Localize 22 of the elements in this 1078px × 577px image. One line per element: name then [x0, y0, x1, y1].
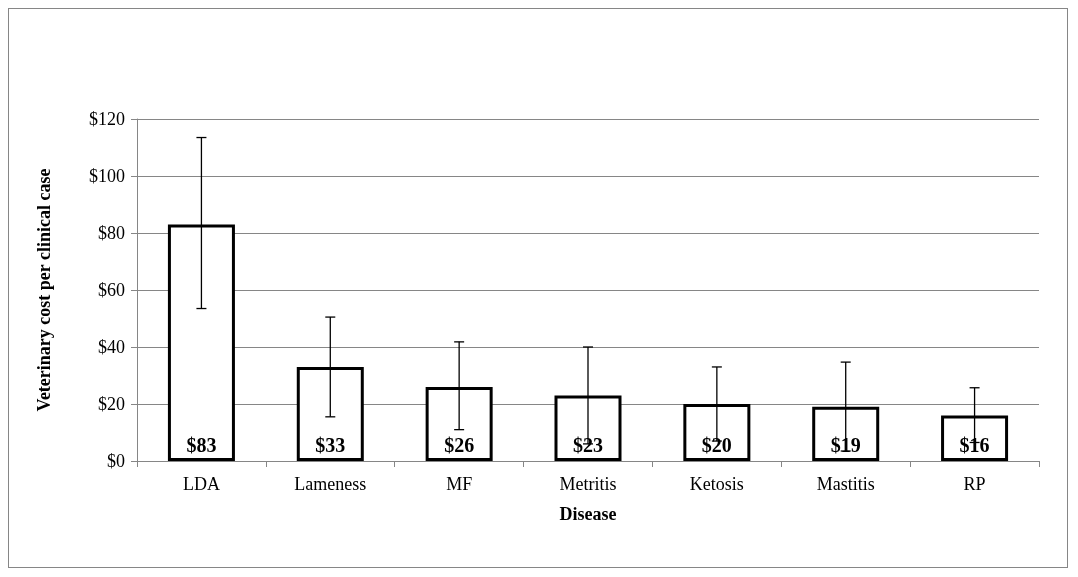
y-tick-label: $20 — [98, 394, 125, 414]
y-tick-label: $100 — [89, 166, 125, 186]
y-tick-label: $120 — [89, 109, 125, 129]
data-label: $83 — [186, 434, 217, 456]
y-tick-label: $80 — [98, 223, 125, 243]
x-tick-label: RP — [963, 474, 986, 494]
y-tick-label: $60 — [98, 280, 125, 300]
data-label: $16 — [959, 434, 990, 456]
x-axis-title: Disease — [559, 504, 617, 524]
data-label: $20 — [701, 434, 732, 456]
data-label: $23 — [573, 434, 603, 456]
x-tick-label: Lameness — [294, 474, 367, 494]
x-tick-label: LDA — [182, 474, 220, 494]
y-tick-label: $40 — [98, 337, 125, 357]
x-tick-label: MF — [446, 474, 473, 494]
x-tick-label: Metritis — [559, 474, 617, 494]
data-label: $33 — [315, 434, 346, 456]
x-tick-label: Mastitis — [816, 474, 875, 494]
y-axis-title: Veterinary cost per clinical case — [34, 168, 54, 412]
y-tick-label: $0 — [107, 451, 125, 471]
data-label: $26 — [444, 434, 475, 456]
x-tick-label: Ketosis — [689, 474, 744, 494]
